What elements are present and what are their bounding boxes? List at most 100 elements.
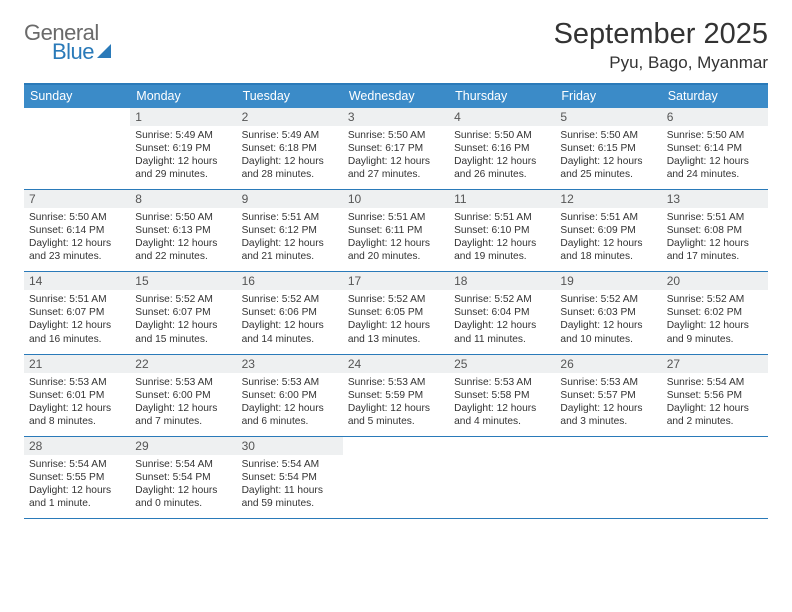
weeks-container: 1Sunrise: 5:49 AMSunset: 6:19 PMDaylight…: [24, 108, 768, 519]
sunrise-line: Sunrise: 5:54 AM: [242, 458, 338, 471]
calendar-cell: 13Sunrise: 5:51 AMSunset: 6:08 PMDayligh…: [662, 190, 768, 271]
sunset-line: Sunset: 6:03 PM: [560, 306, 656, 319]
sunrise-line: Sunrise: 5:52 AM: [454, 293, 550, 306]
daylight-line: Daylight: 12 hours and 29 minutes.: [135, 155, 231, 181]
sunset-line: Sunset: 5:54 PM: [135, 471, 231, 484]
day-info: [24, 126, 130, 189]
sunrise-line: Sunrise: 5:51 AM: [29, 293, 125, 306]
sunset-line: Sunset: 6:06 PM: [242, 306, 338, 319]
day-number: [662, 437, 768, 455]
logo: General Blue: [24, 18, 111, 63]
sunrise-line: Sunrise: 5:52 AM: [135, 293, 231, 306]
day-number: 9: [237, 190, 343, 208]
calendar-cell: [24, 108, 130, 189]
day-info: Sunrise: 5:53 AMSunset: 6:01 PMDaylight:…: [24, 373, 130, 436]
day-number: 2: [237, 108, 343, 126]
day-info: Sunrise: 5:50 AMSunset: 6:16 PMDaylight:…: [449, 126, 555, 189]
day-number: 3: [343, 108, 449, 126]
sunset-line: Sunset: 6:09 PM: [560, 224, 656, 237]
sunrise-line: Sunrise: 5:53 AM: [348, 376, 444, 389]
daylight-line: Daylight: 12 hours and 26 minutes.: [454, 155, 550, 181]
logo-triangle-icon: [97, 27, 111, 58]
sunset-line: Sunset: 6:00 PM: [242, 389, 338, 402]
daylight-line: Daylight: 12 hours and 19 minutes.: [454, 237, 550, 263]
calendar-cell: 27Sunrise: 5:54 AMSunset: 5:56 PMDayligh…: [662, 355, 768, 436]
day-number: 20: [662, 272, 768, 290]
sunset-line: Sunset: 6:16 PM: [454, 142, 550, 155]
calendar-cell: 17Sunrise: 5:52 AMSunset: 6:05 PMDayligh…: [343, 272, 449, 353]
day-info: Sunrise: 5:54 AMSunset: 5:55 PMDaylight:…: [24, 455, 130, 518]
day-number: 1: [130, 108, 236, 126]
sunrise-line: Sunrise: 5:53 AM: [242, 376, 338, 389]
day-of-week-row: SundayMondayTuesdayWednesdayThursdayFrid…: [24, 85, 768, 108]
calendar-cell: 25Sunrise: 5:53 AMSunset: 5:58 PMDayligh…: [449, 355, 555, 436]
calendar-cell: [343, 437, 449, 518]
calendar-cell: 20Sunrise: 5:52 AMSunset: 6:02 PMDayligh…: [662, 272, 768, 353]
day-info: Sunrise: 5:51 AMSunset: 6:08 PMDaylight:…: [662, 208, 768, 271]
daylight-line: Daylight: 12 hours and 13 minutes.: [348, 319, 444, 345]
dow-sunday: Sunday: [24, 85, 130, 108]
day-number: 28: [24, 437, 130, 455]
sunrise-line: Sunrise: 5:51 AM: [667, 211, 763, 224]
sunset-line: Sunset: 6:12 PM: [242, 224, 338, 237]
sunrise-line: Sunrise: 5:52 AM: [667, 293, 763, 306]
sunset-line: Sunset: 6:07 PM: [135, 306, 231, 319]
calendar-cell: 29Sunrise: 5:54 AMSunset: 5:54 PMDayligh…: [130, 437, 236, 518]
sunset-line: Sunset: 6:14 PM: [29, 224, 125, 237]
daylight-line: Daylight: 12 hours and 16 minutes.: [29, 319, 125, 345]
week-row: 14Sunrise: 5:51 AMSunset: 6:07 PMDayligh…: [24, 272, 768, 354]
day-info: [662, 455, 768, 518]
sunset-line: Sunset: 6:15 PM: [560, 142, 656, 155]
sunset-line: Sunset: 6:14 PM: [667, 142, 763, 155]
daylight-line: Daylight: 12 hours and 11 minutes.: [454, 319, 550, 345]
day-info: Sunrise: 5:51 AMSunset: 6:10 PMDaylight:…: [449, 208, 555, 271]
calendar-cell: 28Sunrise: 5:54 AMSunset: 5:55 PMDayligh…: [24, 437, 130, 518]
dow-friday: Friday: [555, 85, 661, 108]
sunrise-line: Sunrise: 5:54 AM: [667, 376, 763, 389]
day-info: Sunrise: 5:54 AMSunset: 5:54 PMDaylight:…: [237, 455, 343, 518]
sunrise-line: Sunrise: 5:52 AM: [348, 293, 444, 306]
daylight-line: Daylight: 11 hours and 59 minutes.: [242, 484, 338, 510]
sunrise-line: Sunrise: 5:50 AM: [454, 129, 550, 142]
day-number: 8: [130, 190, 236, 208]
daylight-line: Daylight: 12 hours and 1 minute.: [29, 484, 125, 510]
sunrise-line: Sunrise: 5:50 AM: [29, 211, 125, 224]
day-number: [555, 437, 661, 455]
day-info: Sunrise: 5:52 AMSunset: 6:05 PMDaylight:…: [343, 290, 449, 353]
daylight-line: Daylight: 12 hours and 25 minutes.: [560, 155, 656, 181]
day-number: 29: [130, 437, 236, 455]
dow-wednesday: Wednesday: [343, 85, 449, 108]
calendar-cell: 16Sunrise: 5:52 AMSunset: 6:06 PMDayligh…: [237, 272, 343, 353]
day-number: 12: [555, 190, 661, 208]
daylight-line: Daylight: 12 hours and 18 minutes.: [560, 237, 656, 263]
week-row: 28Sunrise: 5:54 AMSunset: 5:55 PMDayligh…: [24, 437, 768, 519]
daylight-line: Daylight: 12 hours and 7 minutes.: [135, 402, 231, 428]
day-number: [449, 437, 555, 455]
day-number: [343, 437, 449, 455]
day-info: Sunrise: 5:50 AMSunset: 6:14 PMDaylight:…: [662, 126, 768, 189]
calendar-cell: 15Sunrise: 5:52 AMSunset: 6:07 PMDayligh…: [130, 272, 236, 353]
sunrise-line: Sunrise: 5:53 AM: [135, 376, 231, 389]
calendar-cell: 7Sunrise: 5:50 AMSunset: 6:14 PMDaylight…: [24, 190, 130, 271]
day-number: 18: [449, 272, 555, 290]
daylight-line: Daylight: 12 hours and 21 minutes.: [242, 237, 338, 263]
day-number: 23: [237, 355, 343, 373]
day-info: Sunrise: 5:50 AMSunset: 6:13 PMDaylight:…: [130, 208, 236, 271]
day-info: Sunrise: 5:52 AMSunset: 6:03 PMDaylight:…: [555, 290, 661, 353]
calendar-cell: 14Sunrise: 5:51 AMSunset: 6:07 PMDayligh…: [24, 272, 130, 353]
title-block: September 2025 Pyu, Bago, Myanmar: [554, 18, 768, 73]
sunrise-line: Sunrise: 5:50 AM: [667, 129, 763, 142]
sunset-line: Sunset: 5:59 PM: [348, 389, 444, 402]
daylight-line: Daylight: 12 hours and 8 minutes.: [29, 402, 125, 428]
day-info: Sunrise: 5:53 AMSunset: 6:00 PMDaylight:…: [237, 373, 343, 436]
sunrise-line: Sunrise: 5:51 AM: [454, 211, 550, 224]
sunset-line: Sunset: 6:04 PM: [454, 306, 550, 319]
week-row: 21Sunrise: 5:53 AMSunset: 6:01 PMDayligh…: [24, 355, 768, 437]
calendar: SundayMondayTuesdayWednesdayThursdayFrid…: [24, 83, 768, 519]
sunrise-line: Sunrise: 5:52 AM: [560, 293, 656, 306]
sunset-line: Sunset: 5:57 PM: [560, 389, 656, 402]
sunrise-line: Sunrise: 5:50 AM: [348, 129, 444, 142]
sunset-line: Sunset: 5:58 PM: [454, 389, 550, 402]
week-row: 7Sunrise: 5:50 AMSunset: 6:14 PMDaylight…: [24, 190, 768, 272]
sunrise-line: Sunrise: 5:50 AM: [560, 129, 656, 142]
